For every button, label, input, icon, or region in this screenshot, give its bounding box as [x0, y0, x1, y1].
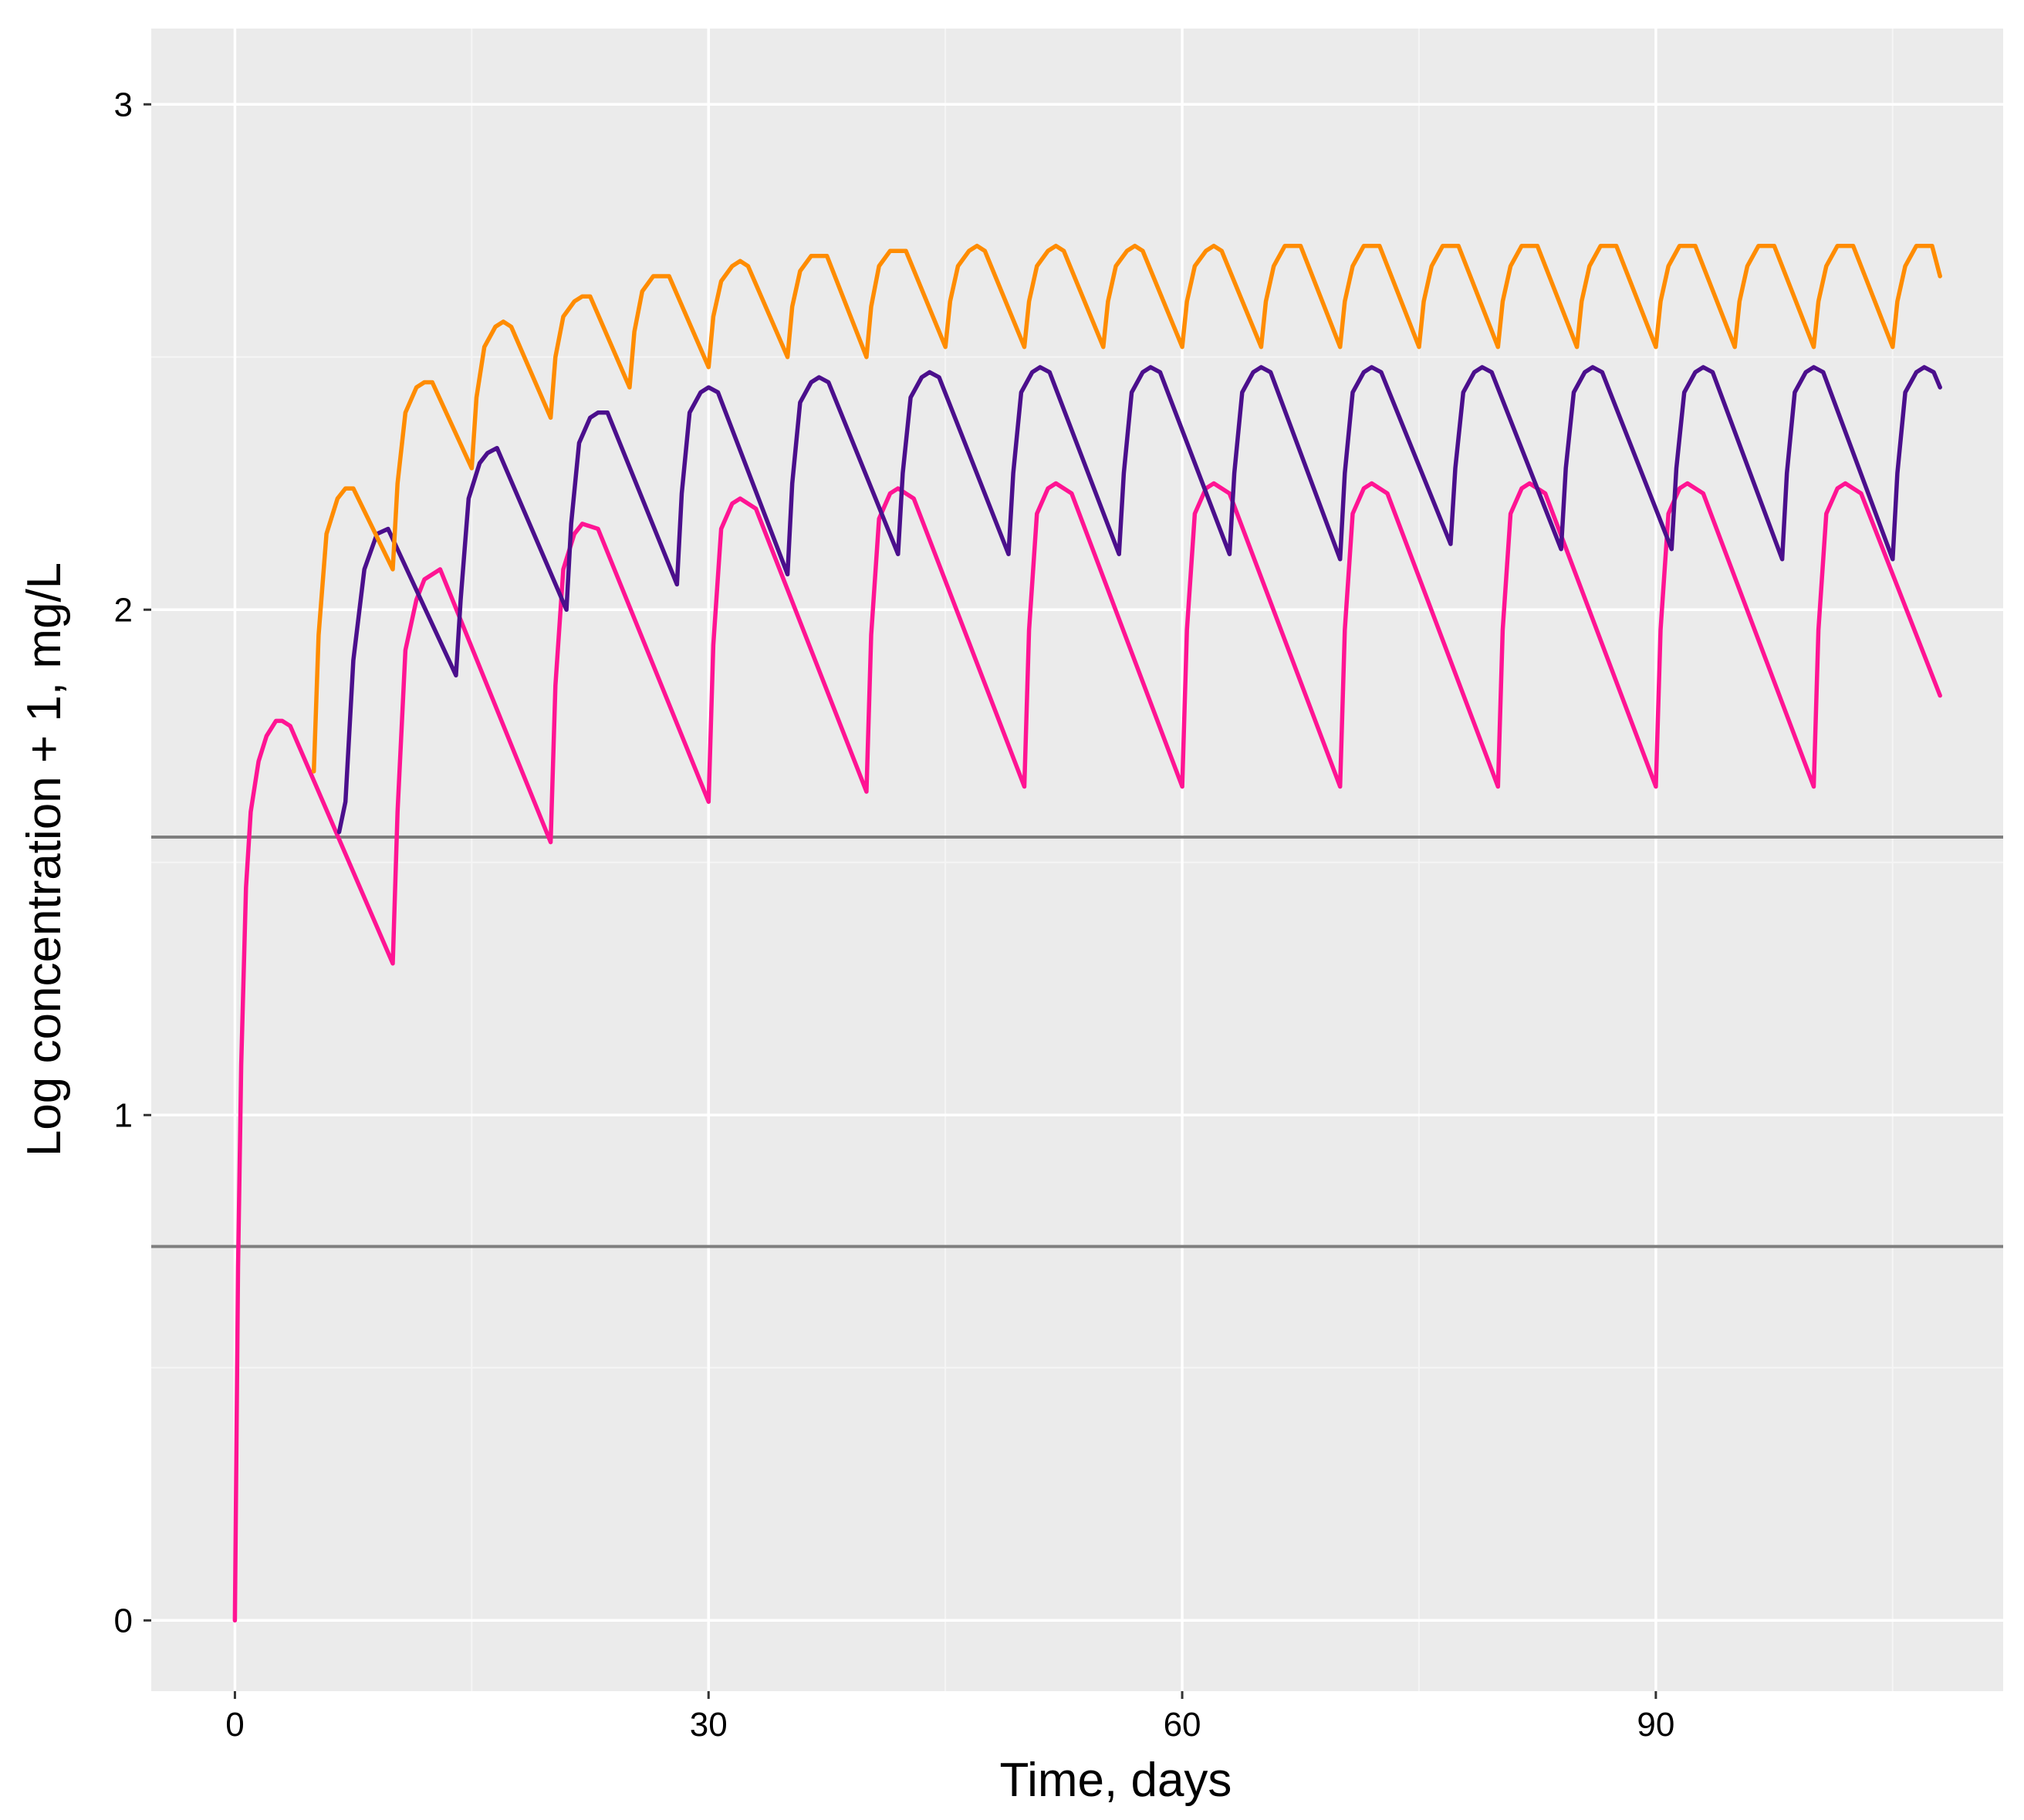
y-tick-label: 1 — [114, 1096, 133, 1134]
y-tick-label: 3 — [114, 86, 133, 123]
x-tick-label: 90 — [1637, 1706, 1674, 1744]
minor-gridlines — [151, 29, 2003, 1691]
x-tick-label: 0 — [225, 1706, 244, 1744]
series-line-pink — [232, 481, 1942, 1623]
reference-lines — [151, 836, 2003, 1248]
series-line-orange — [311, 243, 1942, 774]
x-tick-label: 30 — [690, 1706, 728, 1744]
y-axis-title: Log concentration + 1, mg/L — [18, 562, 71, 1156]
x-axis-title: Time, days — [1000, 1754, 1232, 1807]
series-line-purple — [336, 365, 1942, 835]
plot-panel — [151, 29, 2003, 1691]
x-axis-ticks: 0 30 60 90 — [225, 1691, 1674, 1744]
y-tick-label: 0 — [114, 1602, 133, 1639]
series-layer — [232, 243, 1942, 1623]
y-tick-label: 2 — [114, 591, 133, 629]
y-axis-ticks: 0 1 2 3 — [114, 86, 151, 1639]
x-tick-label: 60 — [1164, 1706, 1201, 1744]
